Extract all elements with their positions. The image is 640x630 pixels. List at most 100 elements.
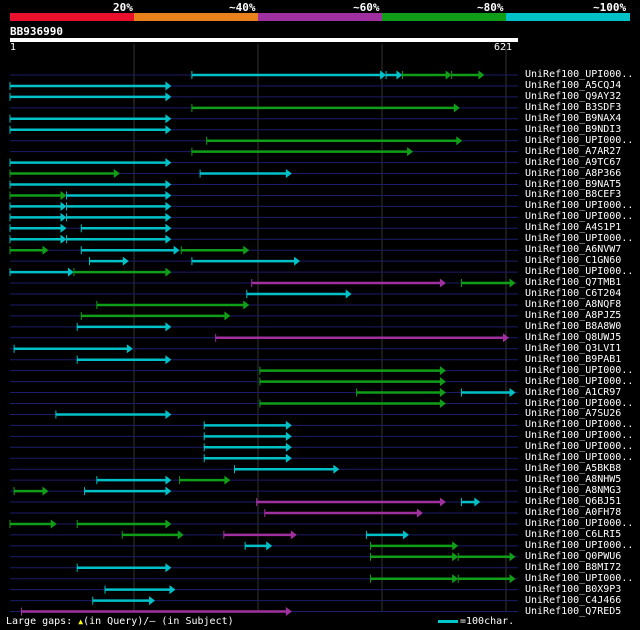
hit-name[interactable]: UniRef100_UPI000.. xyxy=(525,134,634,146)
hit-name[interactable]: UniRef100_UPI000.. xyxy=(525,430,634,442)
segment-arrow xyxy=(416,508,423,518)
hit-name[interactable]: UniRef100_A5CQJ4 xyxy=(525,79,622,91)
segment-arrow xyxy=(509,278,516,288)
segment-arrow xyxy=(165,475,172,485)
hit-name[interactable]: UniRef100_Q8UWJ5 xyxy=(525,331,622,343)
hit-name[interactable]: UniRef100_A8P366 xyxy=(525,167,622,179)
hit-name[interactable]: UniRef100_UPI000.. xyxy=(525,419,634,431)
hit-name[interactable]: UniRef100_UPI000.. xyxy=(525,375,634,387)
segment-arrow xyxy=(165,158,172,168)
hit-name[interactable]: UniRef100_UPI000.. xyxy=(525,539,634,551)
segment-arrow xyxy=(509,574,516,584)
segment-arrow xyxy=(456,136,463,146)
hit-name[interactable]: UniRef100_A4S1P1 xyxy=(525,222,622,234)
hit-name[interactable]: UniRef100_UPI000.. xyxy=(525,364,634,376)
scale-label-100: ~100% xyxy=(593,1,627,14)
segment-arrow xyxy=(396,70,403,80)
hit-name[interactable]: UniRef100_A0FH78 xyxy=(525,507,622,518)
segment-arrow xyxy=(403,530,410,540)
segment-arrow xyxy=(243,300,250,310)
segment-arrow xyxy=(452,541,459,551)
gaps-footer: Large gaps: ▲(in Query)/– (in Subject) xyxy=(6,616,234,627)
segment-arrow xyxy=(122,256,129,266)
scale-legend: =100char. xyxy=(438,616,514,627)
hit-name[interactable]: UniRef100_B9NAX4 xyxy=(525,112,622,124)
segment-arrow xyxy=(285,420,292,430)
hit-name[interactable]: UniRef100_A1CR97 xyxy=(525,386,622,398)
segment-arrow xyxy=(285,442,292,452)
hit-name[interactable]: UniRef100_B9NDI3 xyxy=(525,123,622,135)
hit-name[interactable]: UniRef100_A6NVW7 xyxy=(525,244,622,256)
hit-name[interactable]: UniRef100_C6LRI5 xyxy=(525,528,622,540)
hit-name[interactable]: UniRef100_C1GN60 xyxy=(525,255,622,267)
hit-name[interactable]: UniRef100_UPI000.. xyxy=(525,572,634,584)
segment-arrow xyxy=(439,497,446,507)
hit-name[interactable]: UniRef100_C4J466 xyxy=(525,594,622,606)
segment-arrow xyxy=(285,431,292,441)
hit-name[interactable]: UniRef100_UPI000.. xyxy=(525,441,634,453)
hit-name[interactable]: UniRef100_A8PJZ5 xyxy=(525,309,622,321)
hit-name[interactable]: UniRef100_B3SDF3 xyxy=(525,101,622,113)
hit-name[interactable]: UniRef100_A7SU26 xyxy=(525,408,622,420)
hit-name[interactable]: UniRef100_B8A8W0 xyxy=(525,320,622,332)
hit-name[interactable]: UniRef100_Q0PWU6 xyxy=(525,550,622,562)
segment-arrow xyxy=(439,377,446,387)
segment-arrow xyxy=(224,311,231,321)
segment-arrow xyxy=(439,399,446,408)
segment-arrow xyxy=(452,552,459,562)
hit-name[interactable]: UniRef100_Q3LVI1 xyxy=(525,342,622,354)
segment-arrow xyxy=(285,169,292,179)
hit-name[interactable]: UniRef100_B0X9P3 xyxy=(525,583,622,595)
hit-name[interactable]: UniRef100_Q6BJ51 xyxy=(525,496,622,508)
hit-name[interactable]: UniRef100_UPI000.. xyxy=(525,69,634,80)
segment-arrow xyxy=(290,530,297,540)
legend-bar-icon xyxy=(438,619,458,623)
scale-label-60: ~60% xyxy=(353,1,380,14)
segment-arrow xyxy=(285,453,292,463)
hit-name[interactable]: UniRef100_A8NHW5 xyxy=(525,474,622,486)
in-query-label: (in Query)/ xyxy=(83,616,150,627)
segment-arrow xyxy=(50,519,57,529)
segment-arrow xyxy=(407,147,414,157)
segment-arrow xyxy=(165,234,172,244)
hit-name[interactable]: UniRef100_A9TC67 xyxy=(525,156,622,168)
hit-name[interactable]: UniRef100_A5BKB8 xyxy=(525,463,622,475)
segment-arrow xyxy=(509,388,516,398)
segment-arrow xyxy=(452,574,459,584)
hit-name[interactable]: UniRef100_UPI000.. xyxy=(525,200,634,212)
segment-arrow xyxy=(345,289,352,299)
hit-name[interactable]: UniRef100_UPI000.. xyxy=(525,397,634,409)
segment-arrow xyxy=(165,409,172,419)
hit-name[interactable]: UniRef100_UPI000.. xyxy=(525,517,634,529)
segment-arrow xyxy=(294,256,301,266)
segment-arrow xyxy=(60,234,67,244)
hit-name[interactable]: UniRef100_B8MI72 xyxy=(525,561,622,573)
hit-name[interactable]: UniRef100_A8NQF8 xyxy=(525,298,622,310)
segment-arrow xyxy=(266,541,273,551)
segment-arrow xyxy=(173,245,180,255)
hit-name[interactable]: UniRef100_B9PAB1 xyxy=(525,353,622,365)
segment-arrow xyxy=(60,190,67,200)
subject-gap-dash: – xyxy=(149,616,156,627)
hit-name[interactable]: UniRef100_B8CEF3 xyxy=(525,189,622,201)
hit-name[interactable]: UniRef100_UPI000.. xyxy=(525,266,634,278)
hit-name[interactable]: UniRef100_A7AR27 xyxy=(525,145,622,157)
hit-name[interactable]: UniRef100_Q7RED5 xyxy=(525,605,622,617)
segment-arrow xyxy=(165,190,172,200)
hit-name[interactable]: UniRef100_UPI000.. xyxy=(525,211,634,223)
legend-label: =100char. xyxy=(460,616,515,627)
hit-name[interactable]: UniRef100_UPI000.. xyxy=(525,233,634,245)
hit-name[interactable]: UniRef100_Q9AY32 xyxy=(525,90,622,102)
query-start-tick: 1 xyxy=(10,42,17,53)
segment-arrow xyxy=(243,245,250,255)
segment-arrow xyxy=(165,322,172,332)
segment-arrow xyxy=(42,245,49,255)
hit-name[interactable]: UniRef100_A8NMG3 xyxy=(525,485,622,497)
scale-bar-60 xyxy=(258,13,382,21)
hit-name[interactable]: UniRef100_B9NAT5 xyxy=(525,178,622,190)
hit-name[interactable]: UniRef100_Q7TMB1 xyxy=(525,277,622,289)
query-bar xyxy=(10,38,518,42)
hit-name[interactable]: UniRef100_C6T204 xyxy=(525,288,622,299)
hit-name[interactable]: UniRef100_UPI000.. xyxy=(525,452,634,464)
